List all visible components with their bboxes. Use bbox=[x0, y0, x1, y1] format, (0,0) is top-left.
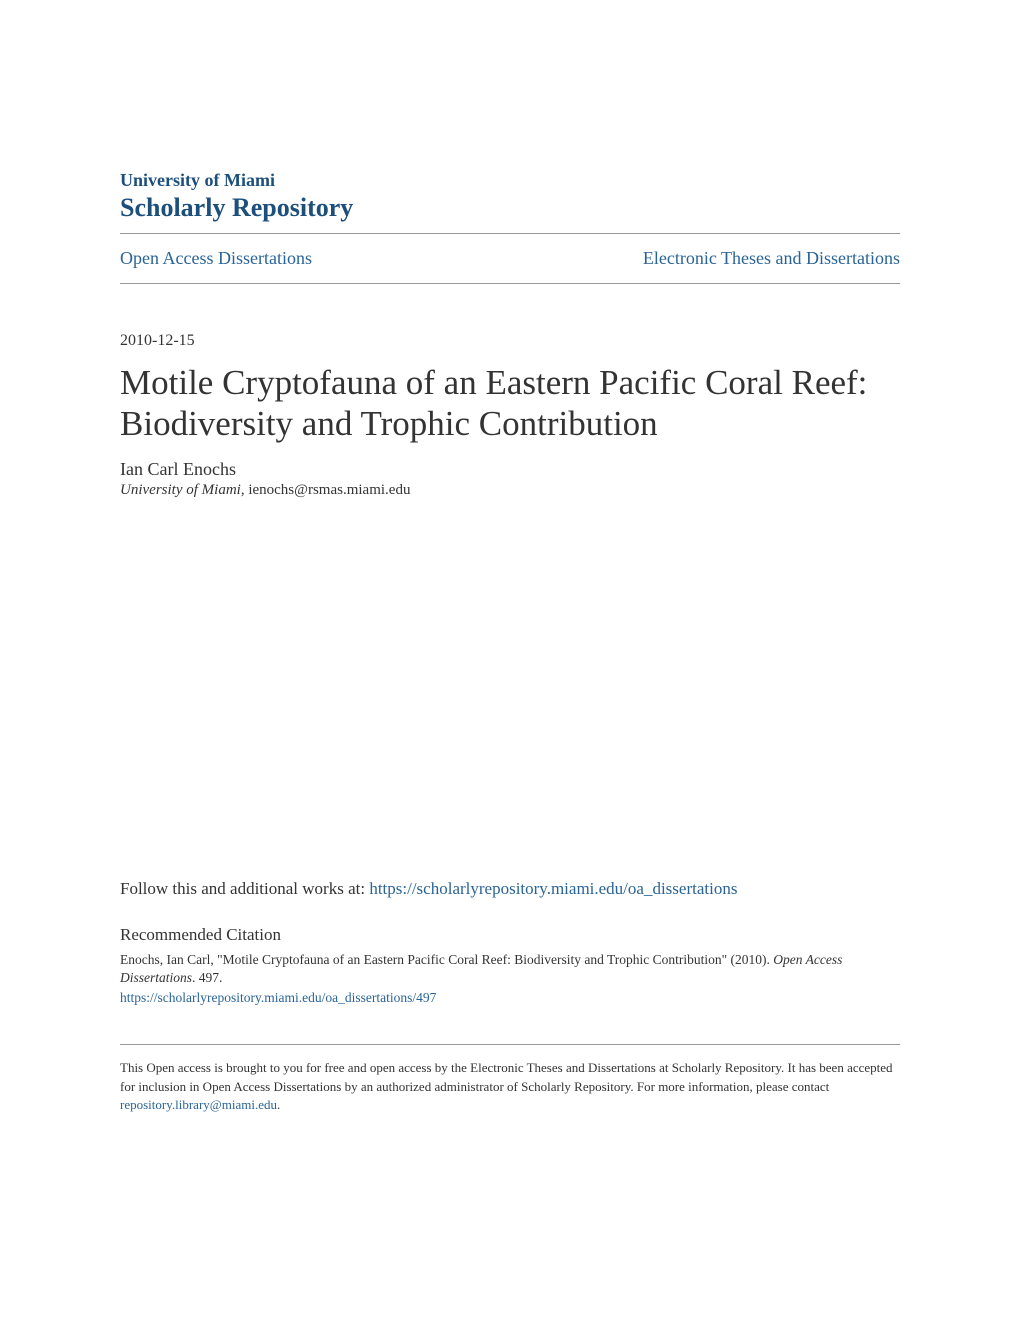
citation-prefix: Enochs, Ian Carl, "Motile Cryptofauna of… bbox=[120, 952, 773, 967]
item-title: Motile Cryptofauna of an Eastern Pacific… bbox=[120, 362, 900, 445]
follow-block: Follow this and additional works at: htt… bbox=[120, 879, 900, 899]
rule-bottom bbox=[120, 1044, 900, 1045]
notice-email-link[interactable]: repository.library@miami.edu bbox=[120, 1097, 277, 1112]
notice-suffix: . bbox=[277, 1097, 280, 1112]
affiliation-email: , ienochs@rsmas.miami.edu bbox=[241, 482, 411, 498]
follow-link[interactable]: https://scholarlyrepository.miami.edu/oa… bbox=[369, 879, 737, 898]
author-name: Ian Carl Enochs bbox=[120, 459, 900, 480]
repository-name: Scholarly Repository bbox=[120, 193, 900, 223]
rule-under-nav bbox=[120, 283, 900, 284]
citation-url[interactable]: https://scholarlyrepository.miami.edu/oa… bbox=[120, 990, 900, 1006]
affiliation-institution: University of Miami bbox=[120, 482, 241, 498]
nav-row: Open Access Dissertations Electronic The… bbox=[120, 234, 900, 283]
citation-heading: Recommended Citation bbox=[120, 925, 900, 945]
citation-suffix: . 497. bbox=[192, 970, 222, 985]
institution-name: University of Miami bbox=[120, 170, 900, 191]
nav-left-link[interactable]: Open Access Dissertations bbox=[120, 248, 312, 269]
nav-right-link[interactable]: Electronic Theses and Dissertations bbox=[643, 248, 900, 269]
follow-prefix: Follow this and additional works at: bbox=[120, 879, 369, 898]
header-block: University of Miami Scholarly Repository bbox=[120, 170, 900, 223]
publication-date: 2010-12-15 bbox=[120, 332, 900, 350]
notice-text: This Open access is brought to you for f… bbox=[120, 1060, 893, 1093]
author-affiliation: University of Miami, ienochs@rsmas.miami… bbox=[120, 482, 900, 499]
citation-text: Enochs, Ian Carl, "Motile Cryptofauna of… bbox=[120, 951, 900, 989]
access-notice: This Open access is brought to you for f… bbox=[120, 1059, 900, 1114]
